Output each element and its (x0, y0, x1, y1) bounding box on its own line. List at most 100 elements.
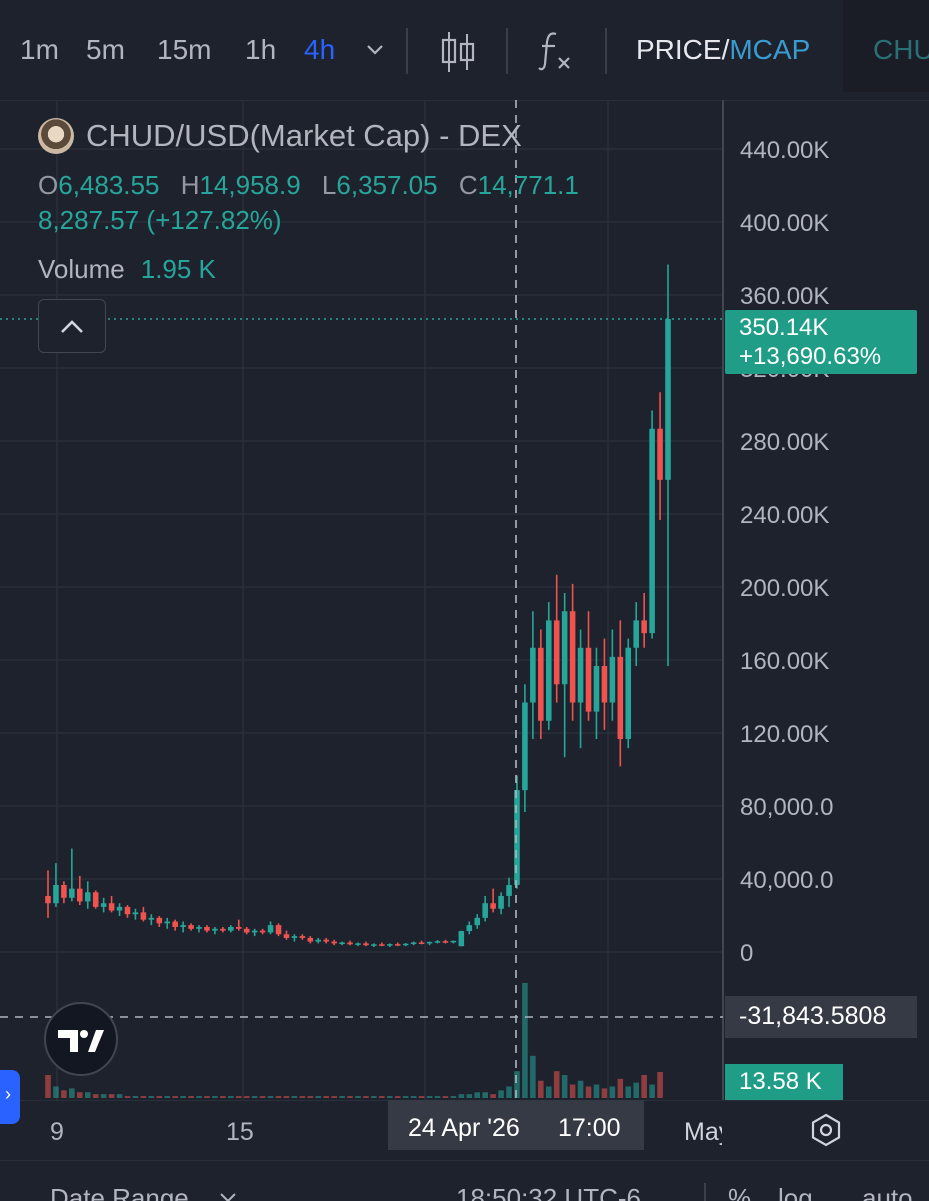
chart-pane[interactable]: 440.00K400.00K360.00K320.00K280.00K240.0… (0, 100, 929, 1100)
volume-bar (196, 1096, 202, 1098)
volume-bar (307, 1096, 314, 1098)
timeframe-5m[interactable]: 5m (86, 34, 125, 65)
crosshair-price-badge: -31,843.5808 (725, 996, 917, 1038)
volume-bar (379, 1096, 385, 1098)
mcap-label: MCAP (729, 34, 811, 65)
candle-body (577, 647, 584, 703)
chevron-down-icon[interactable] (364, 38, 386, 60)
volume-bar (331, 1096, 337, 1098)
volume-bar (124, 1096, 131, 1098)
volume-bar (450, 1096, 457, 1098)
candle-body (514, 790, 520, 885)
time-tick-may: May (684, 1118, 722, 1146)
volume-bar (212, 1096, 218, 1098)
volume-bar (609, 1086, 616, 1098)
bottom-bar: Date Range 18:50:32 UTC-6 % log auto (0, 1160, 929, 1201)
candle-body (228, 926, 234, 931)
tradingview-logo[interactable] (44, 1002, 118, 1076)
price-tick-label: 440.00K (740, 137, 829, 164)
price-tick-label: 280.00K (740, 429, 829, 456)
candle-body (617, 656, 624, 739)
close-value: 14,771.1 (477, 170, 579, 200)
collapse-legend-button[interactable] (38, 299, 106, 353)
volume-bar (267, 1096, 274, 1098)
tradingview-icon (58, 1030, 104, 1052)
candle-body (323, 939, 329, 942)
candle-body (172, 921, 178, 927)
candle-body (363, 943, 369, 946)
candle-body (394, 944, 401, 946)
timeframe-15m[interactable]: 15m (157, 34, 212, 65)
volume-bar (132, 1096, 139, 1098)
candlestick-icon[interactable] (440, 28, 476, 76)
candle-body (100, 903, 107, 907)
candle-body (609, 656, 616, 703)
candle-body (625, 647, 632, 739)
percent-toggle[interactable]: % (728, 1183, 752, 1201)
candle-body (251, 930, 258, 933)
volume-bar (657, 1071, 663, 1098)
volume-bar (545, 1086, 552, 1098)
candle-body (275, 925, 282, 935)
candle-body (132, 912, 139, 915)
candle-body (243, 928, 250, 933)
volume-bar (100, 1094, 107, 1098)
volume-bar (394, 1096, 401, 1098)
volume-bar (633, 1082, 639, 1098)
chevron-down-icon[interactable] (218, 1191, 238, 1201)
candle-body (530, 647, 536, 703)
candle-body (482, 903, 488, 918)
auto-toggle[interactable]: auto (862, 1183, 913, 1201)
log-toggle[interactable]: log (778, 1183, 813, 1201)
candle-body (498, 895, 504, 909)
candle-body (633, 620, 639, 648)
price-tick-label: 160.00K (740, 648, 829, 675)
candle-body (92, 892, 99, 907)
volume-bar (387, 1096, 393, 1098)
date-range-button[interactable]: Date Range (50, 1183, 189, 1201)
candle-body (434, 941, 441, 943)
volume-bar (585, 1086, 592, 1098)
candle-body (283, 934, 290, 938)
timeframe-1h[interactable]: 1h (245, 34, 277, 65)
volume-bar (474, 1092, 481, 1098)
crosshair-price-value: -31,843.5808 (739, 1002, 887, 1030)
volume-bar (164, 1096, 171, 1098)
price-mcap-toggle[interactable]: PRICE/MCAP (636, 34, 810, 66)
settings-icon[interactable] (808, 1112, 844, 1148)
candle-body (538, 647, 544, 721)
price-label: PRICE (636, 34, 722, 65)
volume-bar (323, 1096, 329, 1098)
candle-body (307, 937, 314, 942)
candle-body (410, 942, 417, 944)
fx-icon[interactable] (538, 28, 574, 74)
candle-body (339, 942, 345, 944)
volume-value: 1.95 K (140, 254, 216, 284)
candle-body (220, 928, 226, 931)
volume-bar (275, 1096, 282, 1098)
symbol-tab[interactable]: CHUD (843, 0, 929, 92)
volume-bar (522, 983, 528, 1098)
candle-body (180, 925, 186, 927)
volume-bar (228, 1096, 234, 1098)
candle-body (77, 888, 83, 902)
price-tick-label: 360.00K (740, 283, 829, 310)
crosshair-time-badge: 24 Apr '26 17:00 (388, 1100, 644, 1150)
volume-badge: 13.58 K (725, 1064, 843, 1100)
candle-body (458, 931, 465, 947)
side-panel-toggle[interactable]: › (0, 1070, 20, 1124)
candle-body (490, 903, 496, 909)
timeframe-1m[interactable]: 1m (20, 34, 59, 65)
volume-bar (283, 1096, 290, 1098)
candle-body (426, 941, 433, 944)
volume-bar (92, 1094, 99, 1098)
slash-label: / (721, 34, 730, 65)
timeframe-4h[interactable]: 4h (304, 34, 336, 65)
volume-bar (490, 1094, 496, 1098)
candle-body (466, 925, 473, 932)
volume-bar (498, 1090, 504, 1098)
close-label: C (458, 170, 478, 200)
volume-bar (235, 1096, 242, 1098)
candle-body (657, 428, 663, 480)
candle-body (553, 620, 560, 685)
